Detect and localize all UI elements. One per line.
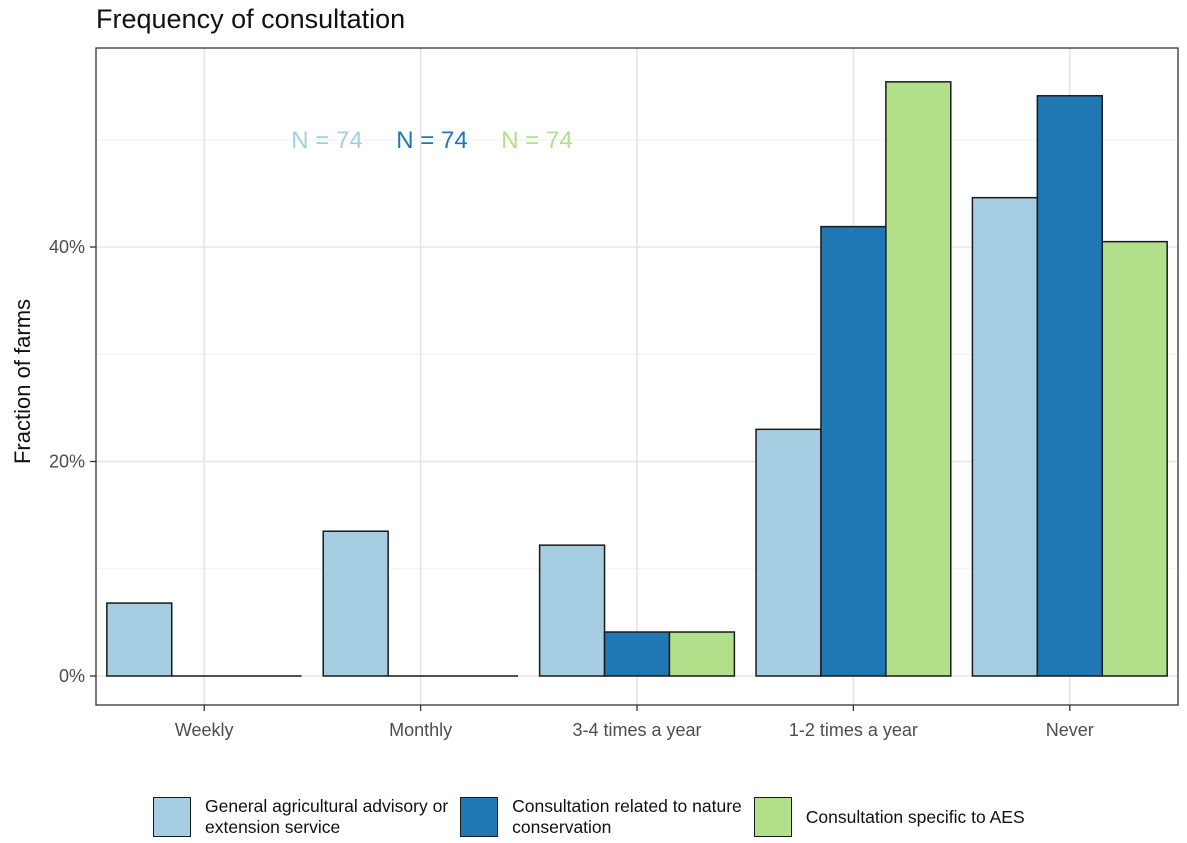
x-tick-label-1-2-times-a-year: 1-2 times a year — [789, 720, 918, 740]
chart-title: Frequency of consultation — [96, 4, 406, 34]
bar-never-series-3 — [1101, 240, 1168, 677]
n-label-series-1: N = 74 — [291, 127, 362, 154]
bar-weekly-series-1 — [106, 602, 173, 677]
legend-key-aes — [753, 797, 792, 837]
legend-label-aes: Consultation specific to AES — [805, 806, 1025, 827]
x-tick-label-never: Never — [1046, 720, 1094, 740]
bar-never-series-2 — [1036, 95, 1104, 677]
y-tick-label: 0% — [59, 666, 85, 686]
n-label-series-3: N = 74 — [501, 127, 572, 154]
legend-key-nature-conservation — [460, 797, 499, 837]
x-tick-label-weekly: Weekly — [175, 720, 234, 740]
bar-3-4-times-a-year-series-2 — [603, 631, 671, 677]
bar-layer — [106, 81, 1168, 677]
legend-label-general-advisory: General agricultural advisory or extensi… — [205, 796, 449, 837]
n-labels: N = 74 N = 74 N = 74 — [291, 127, 572, 154]
x-tick-label-monthly: Monthly — [389, 720, 452, 740]
legend-item-nature-conservation: Consultation related to nature conservat… — [460, 796, 742, 838]
bar-1-2-times-a-year-series-1 — [755, 428, 822, 677]
y-tick-label: 40% — [49, 237, 85, 257]
bar-chart: N = 74 N = 74 N = 74 0% 20% 40% Weekly Monthly… — [10, 47, 1179, 740]
bar-1-2-times-a-year-series-3 — [885, 81, 952, 677]
y-tick-label: 20% — [49, 452, 85, 472]
legend-item-general-advisory: General agricultural advisory or extensi… — [153, 796, 448, 838]
x-tick-label-3-4-times-a-year: 3-4 times a year — [572, 720, 701, 740]
axis-layer: 0% 20% 40% Weekly Monthly 3-4 times a year 1-2… — [49, 237, 1094, 740]
n-label-series-2: N = 74 — [396, 127, 467, 154]
bar-1-2-times-a-year-series-2 — [820, 225, 887, 677]
legend-key-general-advisory — [153, 797, 191, 837]
legend-label-nature-conservation: Consultation related to nature conservat… — [512, 796, 742, 837]
bar-3-4-times-a-year-series-1 — [538, 544, 606, 677]
legend-item-aes: Consultation specific to AES — [753, 797, 1025, 837]
bar-3-4-times-a-year-series-3 — [668, 631, 736, 677]
y-axis-label: Fraction of farms — [10, 299, 35, 464]
bar-never-series-1 — [971, 196, 1039, 677]
legend: General agricultural advisory or extensi… — [153, 796, 1037, 838]
bar-monthly-series-1 — [322, 530, 389, 677]
